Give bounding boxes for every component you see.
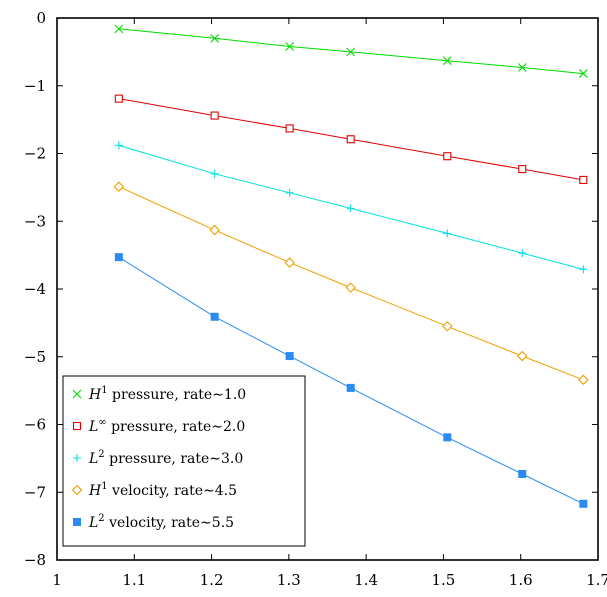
data-point-5-7 <box>579 499 588 508</box>
x-tick-label: 1.6 <box>509 571 533 589</box>
legend-marker-5 <box>73 518 81 526</box>
y-axis-tick-labels: 0 −1 −2 −3 −4 −5 −6 −7 −8 <box>24 9 46 569</box>
data-point-4-5 <box>442 320 453 332</box>
legend-item-5: L2 velocity, rate∼5.5 <box>73 513 234 531</box>
legend-item-2: L∞ pressure, rate∼2.0 <box>72 417 245 435</box>
data-point-1-3 <box>285 42 295 51</box>
x-tick-label: 1.5 <box>431 571 455 589</box>
y-tick-label: 0 <box>36 9 46 27</box>
data-point-2-5 <box>443 152 452 161</box>
y-tick-label: −6 <box>24 416 46 434</box>
legend-label-3: L2 pressure, rate∼3.0 <box>88 449 243 467</box>
legend-marker-2 <box>72 421 82 431</box>
data-point-4-7 <box>578 374 589 386</box>
data-point-1-2 <box>210 33 220 43</box>
x-tick-label: 1.1 <box>122 571 146 589</box>
data-point-2-2 <box>210 111 219 120</box>
x-axis-tick-labels: 1 1.1 1.2 1.3 1.4 1.5 1.6 1.7 <box>52 571 607 589</box>
legend-label-1: H1 pressure, rate∼1.0 <box>88 385 246 403</box>
data-point-5-1 <box>114 253 123 262</box>
y-tick-label: −1 <box>24 77 46 95</box>
legend-item-3: L2 pressure, rate∼3.0 <box>73 449 243 467</box>
data-point-5-2 <box>210 312 219 321</box>
y-tick-label: −3 <box>24 212 46 230</box>
y-tick-label: −2 <box>24 145 46 163</box>
legend-marker-4 <box>71 484 83 496</box>
x-tick-label: 1 <box>52 571 62 589</box>
y-tick-label: −4 <box>24 280 46 298</box>
data-point-1-7 <box>578 69 588 78</box>
y-tick-label: −5 <box>24 348 46 366</box>
legend-box <box>62 375 306 547</box>
legend: H1 pressure, rate∼1.0 L∞ pressure, rate∼2… <box>62 375 306 547</box>
data-point-4-4 <box>345 282 356 293</box>
data-point-4-1 <box>113 181 125 192</box>
data-point-3-3 <box>285 188 294 197</box>
x-tick-label: 1.3 <box>277 571 301 589</box>
legend-item-4: H1 velocity, rate∼4.5 <box>71 481 237 499</box>
legend-item-1: H1 pressure, rate∼1.0 <box>72 385 246 403</box>
y-tick-label: −8 <box>24 551 46 569</box>
data-point-5-3 <box>285 352 294 361</box>
legend-label-4: H1 velocity, rate∼4.5 <box>88 481 237 499</box>
x-tick-label: 1.7 <box>586 571 607 589</box>
x-tick-label: 1.4 <box>354 571 378 589</box>
data-point-2-4 <box>346 135 355 144</box>
data-point-5-4 <box>346 383 355 392</box>
legend-marker-3 <box>73 454 81 462</box>
data-point-4-2 <box>209 224 220 236</box>
data-point-1-4 <box>346 47 356 57</box>
y-tick-label: −7 <box>24 483 46 501</box>
data-point-3-6 <box>518 249 527 258</box>
legend-label-2: L∞ pressure, rate∼2.0 <box>88 417 245 435</box>
data-point-3-1 <box>114 141 123 150</box>
data-point-2-1 <box>114 94 123 103</box>
data-point-1-1 <box>114 24 124 34</box>
axis-ticks <box>56 17 599 561</box>
data-point-3-2 <box>210 169 219 178</box>
data-point-1-5 <box>442 56 452 66</box>
data-point-1-6 <box>517 63 527 72</box>
data-point-3-4 <box>346 204 355 213</box>
data-point-3-7 <box>579 265 588 274</box>
legend-marker-1 <box>72 389 82 399</box>
legend-label-5: L2 velocity, rate∼5.5 <box>88 513 234 531</box>
series-markers <box>113 24 589 508</box>
data-point-2-7 <box>579 175 588 184</box>
data-point-2-6 <box>518 165 527 174</box>
data-point-2-3 <box>285 124 294 133</box>
data-point-3-5 <box>443 229 452 238</box>
data-point-5-5 <box>443 433 452 442</box>
data-point-5-6 <box>518 469 527 478</box>
data-point-4-6 <box>516 350 528 362</box>
x-tick-label: 1.2 <box>200 571 224 589</box>
data-point-4-3 <box>284 257 295 268</box>
